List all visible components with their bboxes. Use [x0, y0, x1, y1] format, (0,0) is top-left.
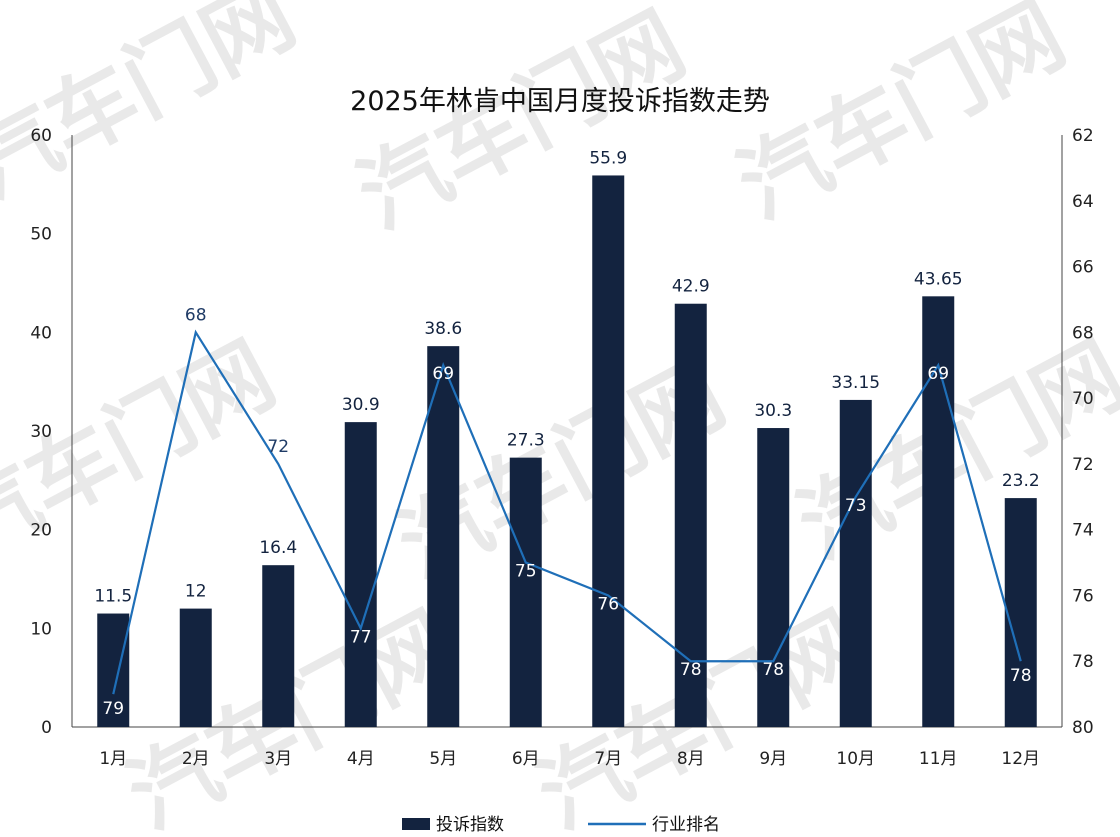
- watermark-text: 汽车门网: [342, 0, 701, 249]
- bar: [509, 457, 542, 727]
- x-tick-label: 6月: [512, 749, 540, 769]
- y-left-tick-label: 50: [30, 225, 52, 245]
- legend: 投诉指数 行业排名: [402, 815, 720, 835]
- bar: [839, 399, 872, 727]
- y-left-tick-label: 40: [30, 323, 52, 343]
- rank-value-label: 79: [102, 699, 124, 719]
- y-left-tick-label: 30: [30, 422, 52, 442]
- bar-value-label: 16.4: [259, 538, 297, 558]
- rank-value-label: 75: [515, 562, 537, 582]
- line-series: [112, 329, 1022, 695]
- bar: [674, 303, 707, 727]
- bar: [592, 175, 625, 727]
- bar: [262, 565, 295, 727]
- rank-value-label: 78: [680, 660, 702, 680]
- axes: 0 10 20 30 40 50 60 62 64 66 68 70 72 74 76 78 80 1月 2月 3月 4…: [30, 126, 1093, 769]
- y-right-tick-label: 62: [1072, 126, 1094, 146]
- y-right-tick-label: 66: [1072, 258, 1094, 278]
- rank-line: [112, 329, 1022, 695]
- bar: [427, 346, 460, 727]
- x-tick-label: 7月: [594, 749, 622, 769]
- x-tick-label: 11月: [919, 749, 958, 769]
- rank-value-label: 69: [432, 364, 454, 384]
- y-right-tick-label: 78: [1072, 652, 1094, 672]
- bar-value-label: 43.65: [914, 269, 963, 289]
- x-tick-label: 12月: [1001, 749, 1040, 769]
- legend-label-bar: 投诉指数: [436, 815, 504, 835]
- y-right-tick-label: 70: [1072, 389, 1094, 409]
- bar: [97, 613, 130, 727]
- bar-value-label: 11.5: [94, 587, 132, 607]
- bar-value-label: 55.9: [589, 148, 627, 168]
- bar: [179, 608, 212, 727]
- bar-value-label: 38.6: [424, 319, 462, 339]
- rank-value-label: 72: [267, 437, 289, 457]
- x-tick-label: 3月: [264, 749, 292, 769]
- rank-value-label: 76: [597, 594, 619, 614]
- chart-title: 2025年林肯中国月度投诉指数走势: [350, 86, 770, 117]
- rank-value-label: 68: [185, 305, 207, 325]
- rank-value-label: 78: [762, 660, 784, 680]
- rank-value-label: 77: [350, 627, 372, 647]
- watermark-text: 汽车门网: [722, 0, 1081, 239]
- bar: [757, 428, 790, 727]
- bar-series: [97, 175, 1037, 727]
- watermark-text: 汽车门网: [0, 0, 311, 219]
- bar: [1004, 498, 1037, 727]
- x-tick-label: 1月: [99, 749, 127, 769]
- bar: [344, 422, 377, 727]
- rank-value-label: 78: [1010, 666, 1032, 686]
- x-tick-label: 5月: [429, 749, 457, 769]
- y-left-tick-label: 10: [30, 619, 52, 639]
- y-right-tick-label: 74: [1072, 521, 1094, 541]
- y-left-tick-label: 0: [41, 718, 52, 738]
- bar-value-label: 12: [185, 582, 207, 602]
- x-tick-label: 4月: [347, 749, 375, 769]
- rank-value-label: 69: [927, 364, 949, 384]
- x-tick-label: 10月: [836, 749, 875, 769]
- x-tick-label: 8月: [677, 749, 705, 769]
- bar-value-label: 27.3: [507, 431, 545, 451]
- rank-value-label: 73: [845, 496, 867, 516]
- data-labels: 11.5 12 16.4 30.9 38.6 27.3 55.9 42.9 30.3 33.15 4…: [94, 148, 1039, 719]
- y-right-tick-label: 64: [1072, 192, 1094, 212]
- bar-value-label: 23.2: [1002, 471, 1040, 491]
- y-left-tick-label: 20: [30, 521, 52, 541]
- bar-value-label: 30.3: [754, 401, 792, 421]
- y-right-tick-label: 68: [1072, 323, 1094, 343]
- y-right-tick-label: 76: [1072, 586, 1094, 606]
- x-tick-label: 9月: [759, 749, 787, 769]
- bar: [922, 296, 955, 727]
- bar-value-label: 30.9: [342, 395, 380, 415]
- legend-bar-swatch: [402, 818, 430, 830]
- bar-value-label: 33.15: [831, 373, 880, 393]
- y-right-tick-label: 72: [1072, 455, 1094, 475]
- y-left-tick-label: 60: [30, 126, 52, 146]
- y-right-tick-label: 80: [1072, 718, 1094, 738]
- x-tick-label: 2月: [182, 749, 210, 769]
- bar-value-label: 42.9: [672, 277, 710, 297]
- legend-label-line: 行业排名: [652, 815, 720, 835]
